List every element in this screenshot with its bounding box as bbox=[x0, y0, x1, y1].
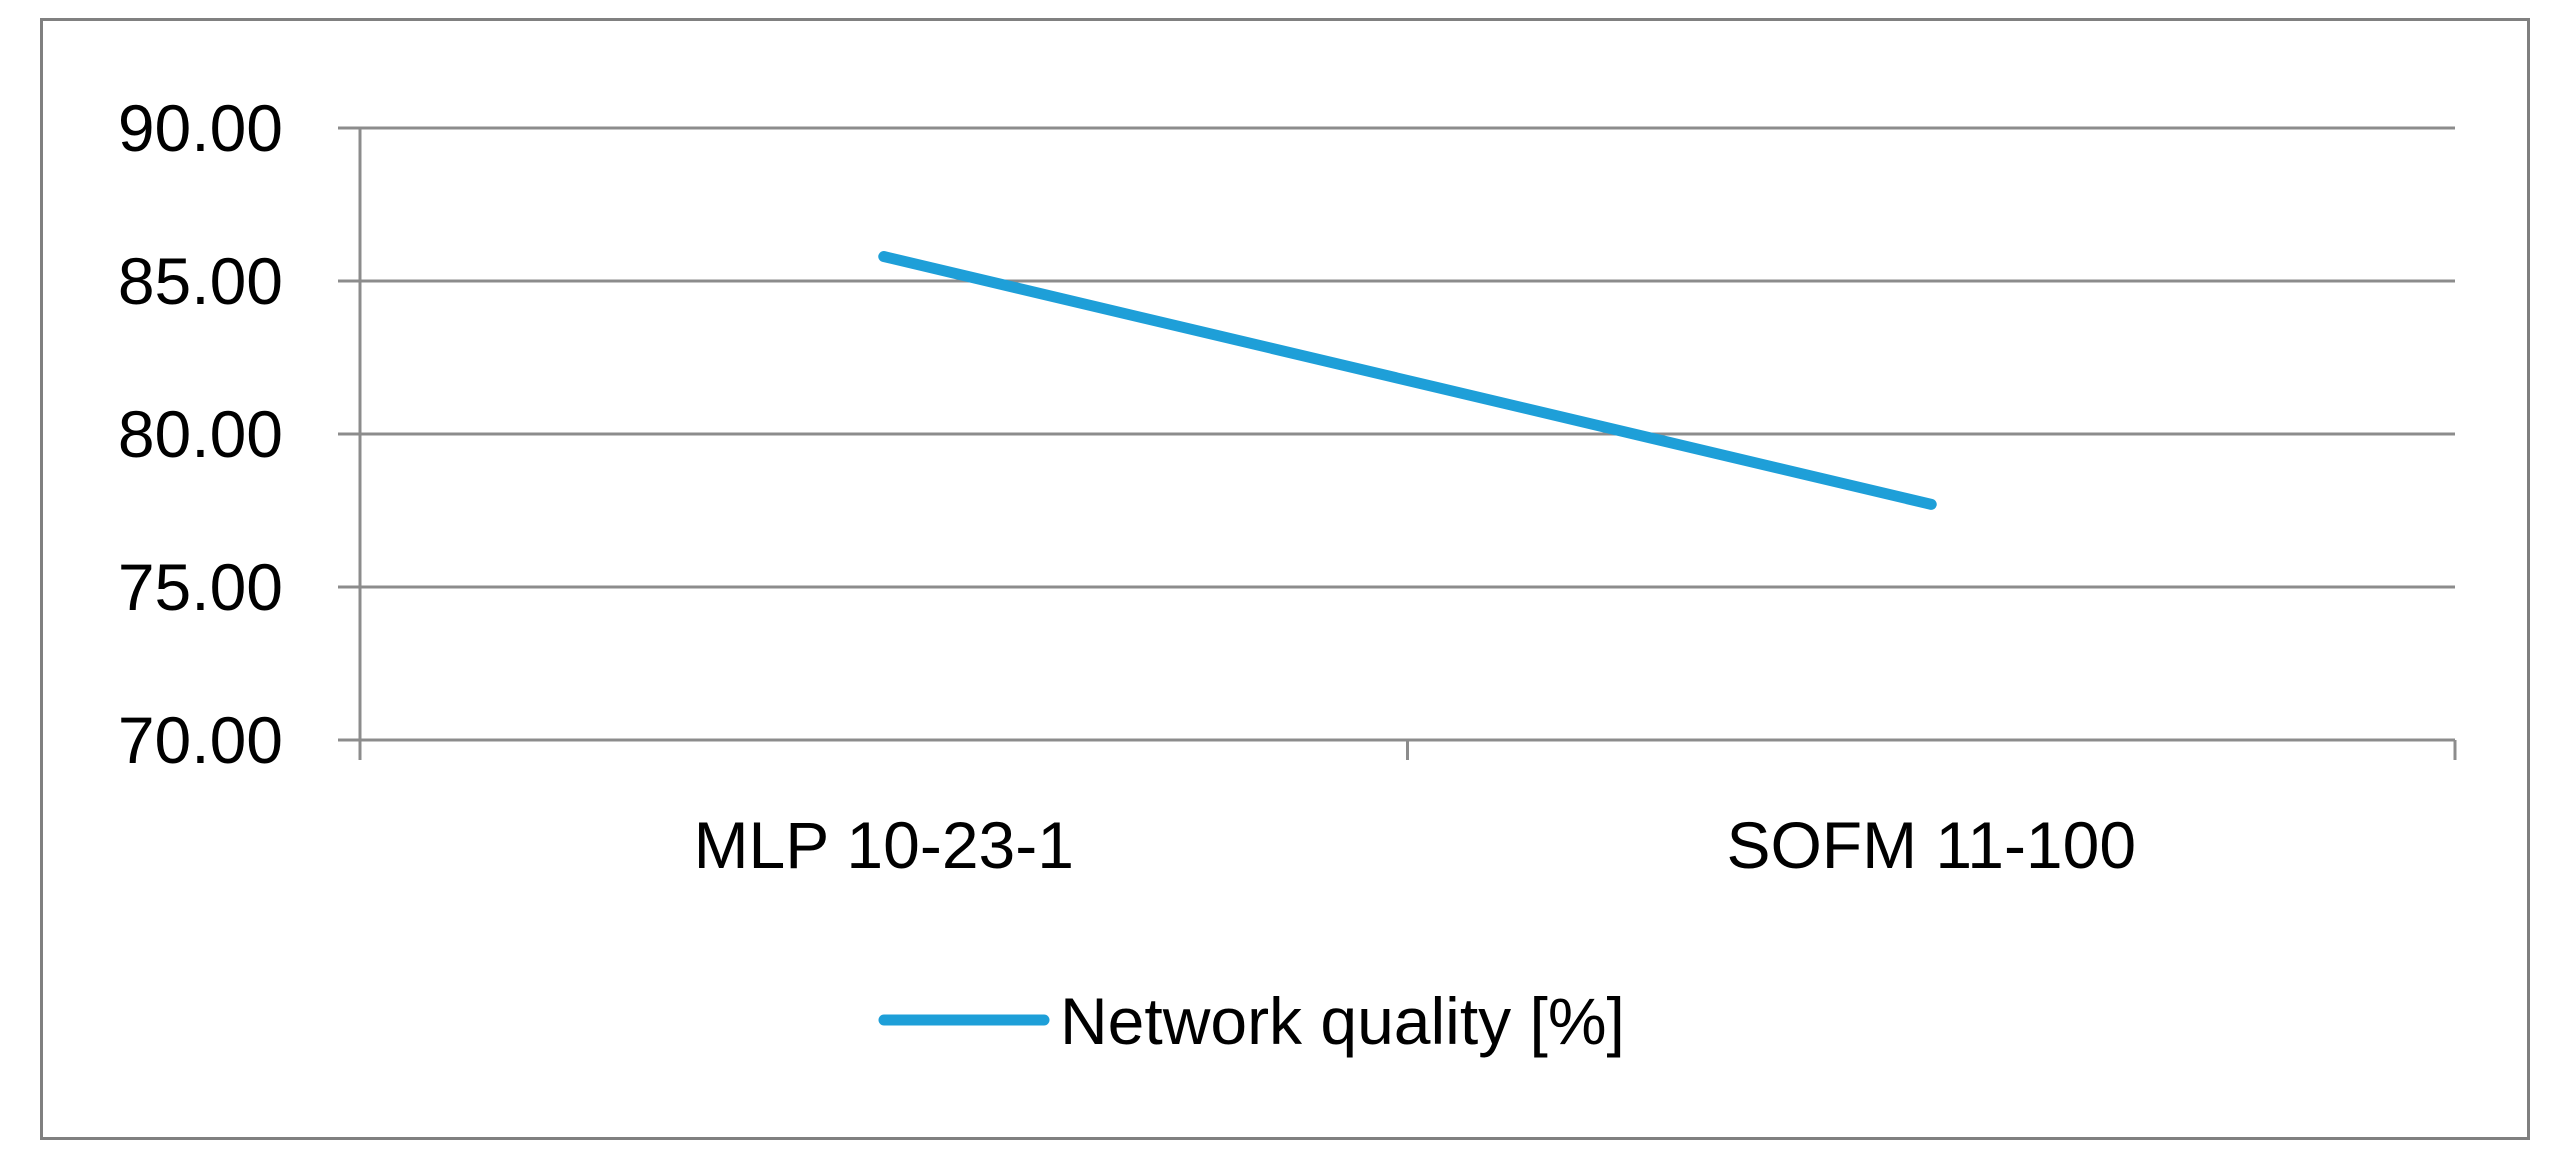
series-line bbox=[878, 251, 1937, 510]
y-tick-label: 90.00 bbox=[118, 91, 283, 165]
y-tick-label: 75.00 bbox=[118, 550, 283, 624]
y-tick-label: 70.00 bbox=[118, 703, 283, 777]
data-point bbox=[882, 255, 885, 258]
x-axis bbox=[358, 128, 2457, 760]
legend: Network quality [%] bbox=[878, 984, 1625, 1058]
y-tick-label: 85.00 bbox=[118, 244, 283, 318]
series-lines bbox=[878, 251, 1937, 510]
x-axis-category-labels: MLP 10-23-1 SOFM 11-100 bbox=[694, 808, 2136, 882]
legend-label: Network quality [%] bbox=[1060, 984, 1625, 1058]
y-tick-label: 80.00 bbox=[118, 397, 283, 471]
x-category-label: MLP 10-23-1 bbox=[694, 808, 1074, 882]
y-axis-tick-labels: 70.00 75.00 80.00 85.00 90.00 bbox=[118, 91, 283, 777]
chart-frame bbox=[40, 18, 2530, 1140]
x-category-label: SOFM 11-100 bbox=[1726, 808, 2136, 882]
data-point bbox=[1930, 503, 1933, 506]
gridlines bbox=[338, 126, 2455, 742]
